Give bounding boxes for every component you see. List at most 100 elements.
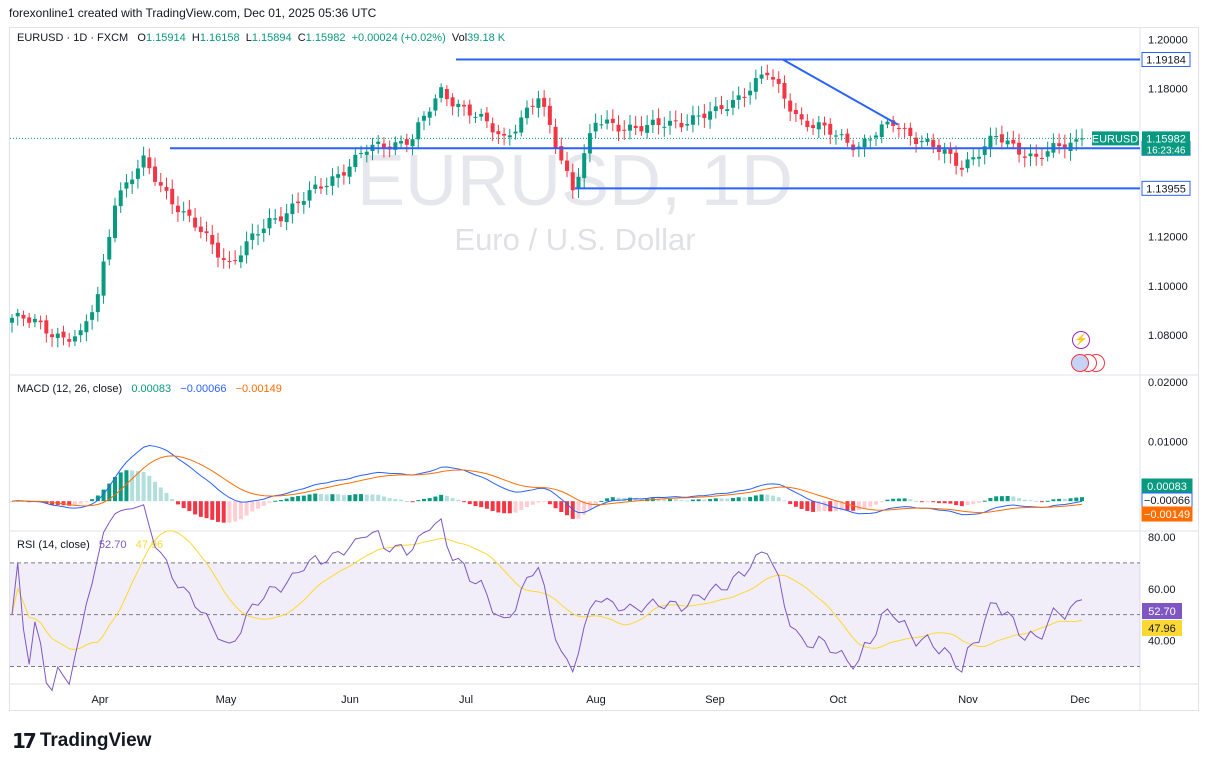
candle-body [639, 126, 644, 132]
macd-histogram-bar [95, 495, 100, 502]
macd-histogram-bar [719, 498, 724, 502]
candle-body [576, 176, 581, 189]
macd-histogram-bar [713, 498, 718, 502]
macd-histogram-bar [977, 501, 982, 503]
candle-body [524, 107, 529, 119]
macd-histogram-bar [879, 501, 884, 503]
macd-histogram-bar [685, 500, 690, 502]
economic-events-icon[interactable] [1071, 354, 1111, 372]
chart-frame [9, 27, 1199, 711]
macd-histogram-bar [736, 497, 741, 502]
macd-histogram-bar [267, 501, 272, 503]
candle-body [336, 174, 341, 178]
candle-body [1080, 138, 1084, 140]
macd-histogram-bar [164, 492, 169, 502]
candle-body [427, 111, 432, 118]
candle-body [444, 89, 449, 100]
macd-histogram-bar [227, 501, 232, 523]
macd-histogram-bar [999, 496, 1004, 502]
candle-body [170, 188, 175, 205]
candle-body [467, 104, 472, 116]
candle-body [1011, 139, 1016, 144]
symbol-tag-label: EURUSD [1092, 133, 1139, 145]
macd-histogram-bar [273, 500, 278, 502]
candle-body [948, 149, 953, 154]
candle-body [353, 154, 358, 168]
macd-histogram-bar [444, 495, 449, 502]
candle-body [553, 126, 558, 148]
candle-body [233, 260, 238, 262]
macd-value-label: −0.00149 [1144, 509, 1190, 521]
macd-histogram-bar [450, 498, 455, 502]
price-tick-label: 1.20000 [1148, 34, 1188, 46]
chart-credit: forexonline1 created with TradingView.co… [9, 6, 377, 20]
macd-histogram-bar [421, 498, 426, 502]
macd-legend: MACD (12, 26, close) 0.00083 −0.00066 −0… [17, 383, 282, 395]
trend-line [782, 58, 899, 126]
candle-body [673, 120, 678, 122]
candle-body [107, 236, 112, 260]
candle-body [67, 339, 72, 342]
level-price-label: 1.13955 [1146, 183, 1186, 195]
macd-histogram-bar [1005, 496, 1010, 502]
macd-histogram-bar [341, 495, 346, 502]
macd-histogram-bar [1022, 499, 1027, 502]
macd-histogram-bar [708, 499, 713, 502]
symbol-line[interactable]: EURUSD · 1D · FXCM [17, 32, 129, 44]
macd-histogram-bar [496, 501, 501, 513]
candle-body [256, 234, 261, 236]
rsi-ma-line [11, 530, 1083, 650]
lightning-icon[interactable]: ⚡ [1072, 331, 1090, 349]
macd-histogram-bar [290, 496, 295, 502]
macd-histogram-bar [233, 501, 238, 522]
candle-body [1005, 140, 1010, 145]
macd-histogram-bar [662, 499, 667, 502]
macd-histogram-bar [553, 501, 558, 509]
rsi-line [11, 504, 1083, 692]
macd-value-label: 0.00083 [1147, 481, 1187, 493]
macd-histogram-bar [61, 501, 66, 506]
candle-body [599, 124, 604, 126]
candle-body [650, 119, 655, 126]
macd-histogram-bar [868, 501, 873, 507]
macd-histogram-bar [1028, 500, 1033, 502]
macd-histogram-bar [393, 498, 398, 502]
macd-histogram-bar [364, 494, 369, 502]
macd-histogram-bar [536, 501, 541, 503]
candle-body [278, 216, 283, 222]
macd-histogram-bar [702, 499, 707, 502]
macd-histogram-bar [1062, 498, 1067, 502]
volume-value: 39.18 K [467, 32, 506, 44]
rsi-value-label: 52.70 [1148, 606, 1176, 618]
rsi-title[interactable]: RSI (14, close) [17, 539, 90, 551]
candle-body [536, 98, 541, 108]
rsi-tick-label: 40.00 [1148, 636, 1176, 648]
macd-histogram-bar [599, 500, 604, 502]
candle-body [433, 98, 438, 111]
candle-body [559, 146, 564, 161]
macd-histogram-bar [593, 501, 598, 505]
macd-histogram-bar [462, 501, 467, 503]
tradingview-logo[interactable]: 17 TradingView [12, 729, 151, 753]
macd-histogram-bar [67, 501, 72, 506]
candle-body [267, 217, 272, 229]
macd-histogram-bar [542, 501, 547, 503]
macd-histogram-bar [387, 498, 392, 502]
candle-body [1045, 151, 1050, 157]
macd-histogram-bar [370, 494, 375, 502]
rsi-tick-label: 60.00 [1148, 584, 1176, 596]
candle-body [1074, 139, 1079, 142]
macd-histogram-bar [124, 470, 129, 502]
macd-histogram-bar [433, 496, 438, 502]
candle-body [124, 182, 129, 189]
candle-body [679, 122, 684, 128]
macd-histogram-bar [725, 498, 730, 502]
macd-histogram-bar [605, 498, 610, 502]
change-value: +0.00024 (+0.02%) [351, 32, 446, 44]
macd-title[interactable]: MACD (12, 26, close) [17, 383, 123, 395]
last-price-label: 1.15982 [1146, 133, 1186, 145]
macd-histogram-bar [158, 487, 163, 502]
macd-histogram-bar [696, 499, 701, 502]
candle-body [21, 314, 26, 319]
